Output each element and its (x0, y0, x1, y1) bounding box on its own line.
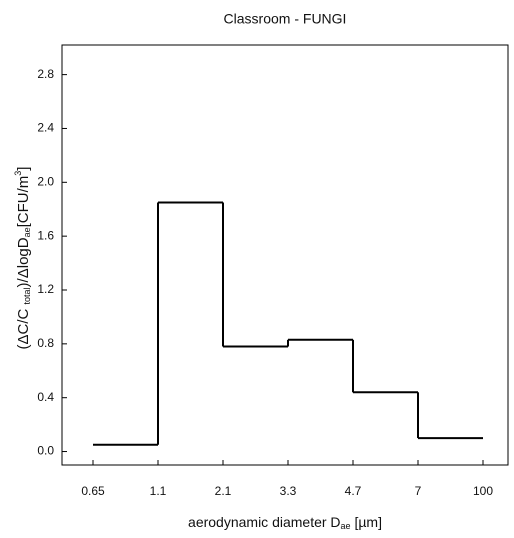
x-tick-label: 2.1 (215, 484, 232, 498)
x-label-part: aerodynamic diameter D (188, 514, 341, 530)
y-label-sub: ae (22, 227, 32, 237)
y-tick-label: 1.2 (37, 282, 54, 296)
y-tick-label: 2.4 (37, 121, 54, 135)
y-label-part: ] (15, 167, 32, 171)
y-label-part: (ΔC/C (15, 304, 32, 349)
x-axis-label: aerodynamic diameter Dae [µm] (188, 514, 382, 532)
plot-frame (61, 44, 509, 466)
x-tick-label: 4.7 (345, 484, 362, 498)
x-tick-label: 7 (415, 484, 422, 498)
y-tick-label: 2.0 (37, 174, 54, 188)
x-tick-label: 100 (473, 484, 493, 498)
y-label-sub: total (22, 287, 32, 304)
y-label-sup: 3 (13, 171, 23, 176)
x-tick-label: 3.3 (280, 484, 297, 498)
y-tick-label: 0.4 (37, 390, 54, 404)
chart-title: Classroom - FUNGI (224, 11, 347, 27)
x-label-sub: ae (341, 521, 351, 531)
x-tick-label: 0.65 (81, 484, 105, 498)
y-label-part: [CFU/m (15, 176, 32, 228)
y-tick-label: 1.6 (37, 228, 54, 242)
y-tick-label: 0.8 (37, 336, 54, 350)
x-tick-label: 1.1 (150, 484, 167, 498)
y-tick-label: 0.0 (37, 444, 54, 458)
y-axis-label: (ΔC/C total)/ΔlogDae[CFU/m3] (13, 167, 32, 350)
y-label-part: )/ΔlogD (15, 237, 32, 287)
y-tick-label: 2.8 (37, 67, 54, 81)
x-label-part: [µm] (351, 514, 382, 530)
